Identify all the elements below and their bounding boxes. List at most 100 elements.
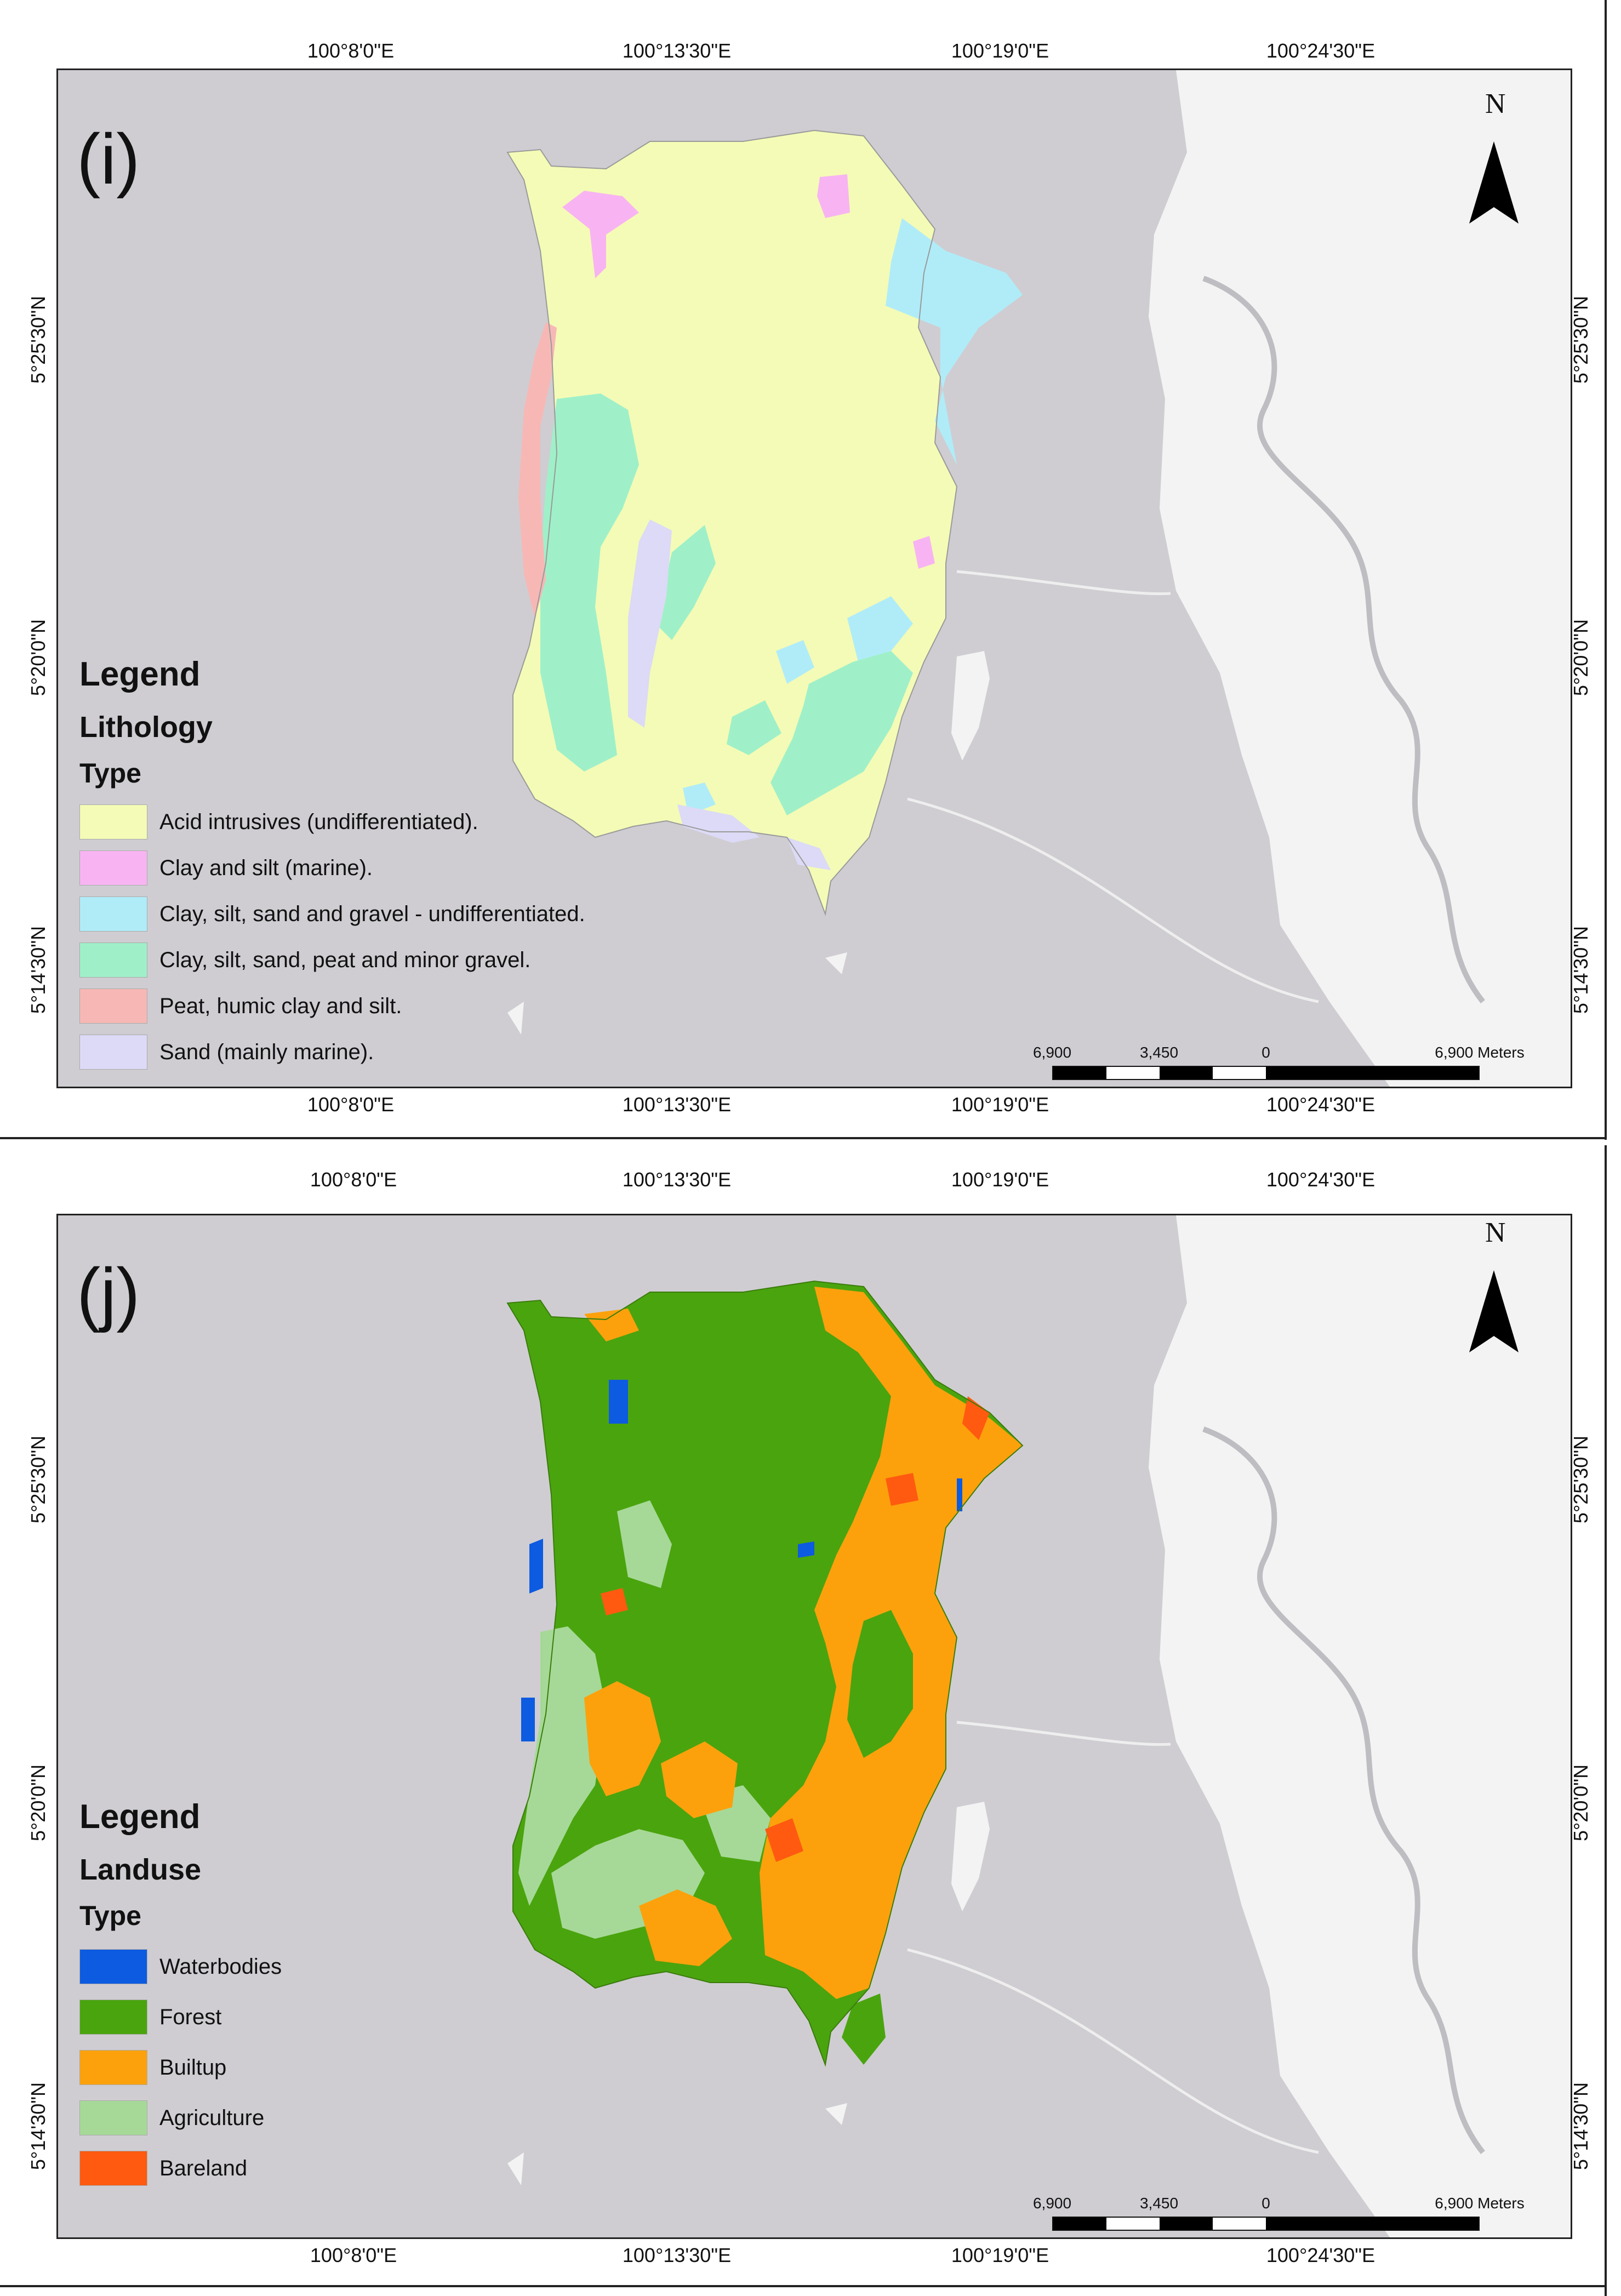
latitude-label-right: 5°20'0"N	[1569, 619, 1592, 696]
zone-waterbodies	[521, 1698, 535, 1741]
legend-swatch	[79, 1949, 147, 1984]
latitude-label-left: 5°20'0"N	[27, 619, 49, 696]
mainland-landmass	[1149, 1215, 1571, 2237]
zone-clay-silt-sand-gravel	[847, 596, 913, 662]
zone-waterbodies	[957, 1478, 962, 1511]
legend-item: Clay and silt (marine).	[79, 845, 585, 891]
map-frame	[56, 68, 1572, 1088]
zone-builtup	[639, 1889, 732, 1966]
legend-item-label: Clay, silt, sand and gravel - undifferen…	[159, 901, 585, 926]
latitude-label-left: 5°14'30"N	[27, 926, 49, 1014]
legend-item-label: Acid intrusives (undifferentiated).	[159, 809, 478, 834]
legend-swatch	[79, 850, 147, 886]
legend-item-label: Forest	[159, 2004, 222, 2029]
zone-waterbodies	[609, 1380, 628, 1424]
scale-bar-label: 6,900 Meters	[1435, 2195, 1525, 2212]
legend-item: Acid intrusives (undifferentiated).	[79, 799, 585, 845]
longitude-label-top: 100°8'0"E	[310, 1168, 397, 1191]
latitude-label-left: 5°20'0"N	[27, 1764, 49, 1842]
longitude-label-bottom: 100°13'30"E	[622, 1093, 732, 1116]
panel-label: (i)	[77, 119, 140, 199]
island-jerejak	[951, 651, 990, 761]
legend-title: Legend	[79, 655, 201, 693]
island-jerejak	[951, 1802, 990, 1911]
legend-item-label: Peat, humic clay and silt.	[159, 993, 402, 1018]
islet	[825, 952, 847, 974]
zone-waterbodies	[798, 1541, 814, 1558]
figure-border	[0, 1137, 1607, 1139]
legend-item-label: Waterbodies	[159, 1954, 282, 1979]
scale-bar-label: 0	[1262, 1044, 1270, 1061]
legend-type-heading: Type	[79, 1900, 141, 1931]
legend-item: Bareland	[79, 2143, 282, 2194]
legend-swatch	[79, 2050, 147, 2085]
longitude-label-bottom: 100°24'30"E	[1266, 2244, 1375, 2266]
legend-swatch	[79, 2100, 147, 2135]
legend-swatch	[79, 989, 147, 1024]
legend-title: Legend	[79, 1798, 201, 1836]
latitude-label-right: 5°14'30"N	[1569, 926, 1592, 1014]
island-outline	[506, 1280, 1024, 2067]
zone-clay-silt-marine	[562, 191, 639, 278]
mainland-landmass	[1149, 70, 1571, 1087]
map-panel-landuse: 100°8'0"E 100°13'30"E 100°19'0"E 100°24'…	[0, 1145, 1621, 2296]
longitude-label-top: 100°13'30"E	[622, 39, 732, 62]
legend-swatch	[79, 804, 147, 839]
longitude-label-bottom: 100°8'0"E	[307, 1093, 395, 1116]
longitude-label-top: 100°19'0"E	[951, 39, 1049, 62]
longitude-label-top: 100°24'30"E	[1266, 1168, 1375, 1191]
zone-sand-marine	[787, 837, 831, 870]
figure-border	[1605, 1145, 1607, 2296]
scale-bar: 6,900 3,450 0 6,900 Meters	[1033, 2195, 1525, 2231]
legend-item: Peat, humic clay and silt.	[79, 983, 585, 1029]
north-arrow-icon	[1469, 141, 1519, 224]
legend-swatch	[79, 1035, 147, 1070]
zone-clay-silt-sand-peat	[540, 393, 639, 772]
zone-agriculture	[518, 1626, 606, 1906]
island-outline	[506, 129, 958, 916]
legend-type-heading: Type	[79, 758, 141, 789]
latitude-label-right: 5°25'30"N	[1569, 1435, 1592, 1524]
longitude-label-bottom: 100°13'30"E	[622, 2244, 732, 2266]
scale-bar-label: 6,900	[1032, 2195, 1072, 2212]
islet	[507, 2152, 524, 2185]
legend-swatch	[79, 2000, 147, 2035]
north-arrow-label: N	[1485, 1217, 1506, 1248]
river	[1202, 276, 1485, 1004]
panel-label: (j)	[77, 1253, 140, 1333]
scale-bar-graphic	[1052, 2217, 1480, 2231]
legend: Legend Lithology Type Acid intrusives (u…	[79, 655, 585, 1075]
islet	[507, 1002, 524, 1035]
zone-bareland	[765, 1818, 803, 1862]
zone-clay-silt-sand-gravel	[776, 640, 814, 684]
scale-bar-label: 3,450	[1139, 2195, 1179, 2212]
legend-item: Clay, silt, sand, peat and minor gravel.	[79, 937, 585, 983]
legend-item-label: Sand (mainly marine).	[159, 1040, 374, 1064]
scale-bar-label: 6,900 Meters	[1435, 1044, 1525, 1061]
zone-clay-silt-sand-peat	[770, 651, 913, 815]
zone-builtup	[584, 1681, 661, 1796]
scale-bar-graphic	[1052, 1066, 1480, 1080]
zone-peat-humic-clay	[518, 322, 557, 618]
longitude-label-bottom: 100°19'0"E	[951, 2244, 1049, 2266]
bridge	[907, 1948, 1319, 2154]
zone-bareland	[601, 1588, 628, 1615]
bridge	[956, 570, 1171, 595]
scale-bar-label: 6,900	[1032, 1044, 1072, 1061]
legend: Legend Landuse Type Waterbodies Forest B…	[79, 1797, 282, 2194]
legend-item: Forest	[79, 1992, 282, 2042]
latitude-label-left: 5°25'30"N	[27, 295, 49, 384]
longitude-label-bottom: 100°24'30"E	[1266, 1093, 1375, 1116]
zone-waterbodies	[529, 1539, 543, 1594]
bridge	[956, 1721, 1171, 1746]
legend-item: Clay, silt, sand and gravel - undifferen…	[79, 891, 585, 937]
legend-subtitle: Lithology	[79, 711, 213, 744]
legend-item: Waterbodies	[79, 1941, 282, 1992]
north-arrow-label: N	[1485, 88, 1506, 119]
latitude-label-left: 5°25'30"N	[27, 1435, 49, 1524]
zone-clay-silt-sand-peat	[727, 700, 781, 755]
zone-sand-marine	[628, 519, 672, 728]
north-arrow-icon	[1469, 1270, 1519, 1352]
latitude-label-right: 5°20'0"N	[1569, 1764, 1592, 1842]
latitude-label-right: 5°14'30"N	[1569, 2082, 1592, 2171]
